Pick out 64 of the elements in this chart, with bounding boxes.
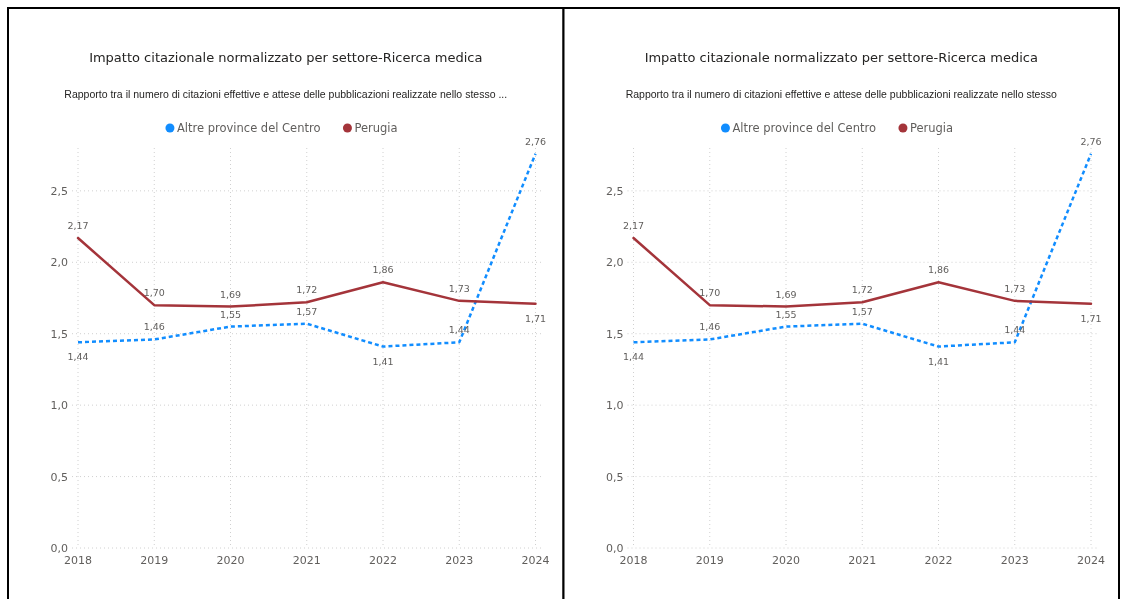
y-tick-label: 0,5 <box>606 470 624 484</box>
data-label: 1,70 <box>143 287 165 299</box>
x-tick-label: 2022 <box>924 554 953 567</box>
data-label: 1,44 <box>1004 324 1026 336</box>
data-label: 1,55 <box>775 308 797 320</box>
y-tick-label: 2,0 <box>606 256 624 270</box>
x-tick-label: 2021 <box>848 554 877 567</box>
data-label: 1,69 <box>219 288 242 300</box>
x-tick-label: 2018 <box>619 554 648 567</box>
data-label: 2,17 <box>622 220 645 231</box>
x-tick-label: 2020 <box>772 554 800 567</box>
data-label: 1,46 <box>699 321 721 333</box>
x-tick-label: 2019 <box>140 554 169 567</box>
x-tick-label: 2018 <box>64 554 92 567</box>
data-label: 1,72 <box>851 284 873 296</box>
data-label: 1,73 <box>1004 282 1026 294</box>
chart-subtitle: Rapporto tra il numero di citazioni effettive e attese delle pubblicazioni realizzate nello stesso ... <box>64 88 508 100</box>
y-tick-label: 2,5 <box>606 184 624 198</box>
data-label: 1,71 <box>524 312 547 324</box>
legend-label: Altre province del Centro <box>176 121 321 135</box>
x-tick-label: 2020 <box>216 554 245 567</box>
x-tick-label: 2024 <box>1077 554 1105 567</box>
legend-label: Perugia <box>909 121 954 135</box>
x-tick-label: 2024 <box>521 554 550 567</box>
y-tick-label: 2,0 <box>50 256 68 270</box>
data-label: 1,69 <box>775 288 797 300</box>
data-label: 2,76 <box>524 135 547 147</box>
data-label: 1,44 <box>448 324 470 336</box>
data-label: 1,73 <box>448 282 470 294</box>
chart-title: Impatto citazionale normalizzato per settore-Ricerca medica <box>89 50 483 65</box>
y-tick-label: 1,5 <box>606 327 624 341</box>
x-tick-label: 2023 <box>1000 554 1029 567</box>
line-series <box>76 236 537 308</box>
data-label: 1,41 <box>372 355 394 367</box>
data-label: 1,71 <box>1080 312 1102 324</box>
chart-title: Impatto citazionale normalizzato per settore-Ricerca medica <box>644 50 1038 65</box>
data-label: 1,86 <box>372 264 394 276</box>
y-tick-label: 2,5 <box>50 184 68 198</box>
y-tick-label: 1,0 <box>50 399 68 413</box>
chart-subtitle: Rapporto tra il numero di citazioni effettive e attese delle pubblicazioni realizzate nello stesso <box>625 88 1057 100</box>
x-tick-label: 2023 <box>445 554 474 567</box>
data-label: 1,57 <box>296 305 318 317</box>
line-series <box>632 236 1093 308</box>
x-tick-label: 2022 <box>369 554 397 567</box>
data-label: 1,86 <box>927 264 950 276</box>
y-tick-label: 0,0 <box>50 542 68 555</box>
y-tick-label: 1,5 <box>50 327 68 341</box>
legend-label: Perugia <box>354 121 398 135</box>
data-label: 1,72 <box>296 284 318 296</box>
data-label: 1,41 <box>927 355 950 367</box>
data-label: 1,46 <box>143 321 165 333</box>
data-label: 2,76 <box>1080 135 1102 147</box>
data-label: 1,57 <box>851 305 873 317</box>
data-label: 1,44 <box>67 351 89 363</box>
y-tick-label: 0,5 <box>50 470 68 484</box>
x-tick-label: 2021 <box>292 554 321 567</box>
y-tick-label: 0,0 <box>606 542 624 555</box>
y-tick-label: 1,0 <box>606 399 624 413</box>
data-label: 1,70 <box>699 287 721 299</box>
legend-label: Altre province del Centro <box>732 121 877 135</box>
data-label: 2,17 <box>67 220 89 231</box>
data-label: 1,44 <box>622 351 645 363</box>
x-tick-label: 2019 <box>695 554 724 567</box>
data-label: 1,55 <box>219 308 242 320</box>
